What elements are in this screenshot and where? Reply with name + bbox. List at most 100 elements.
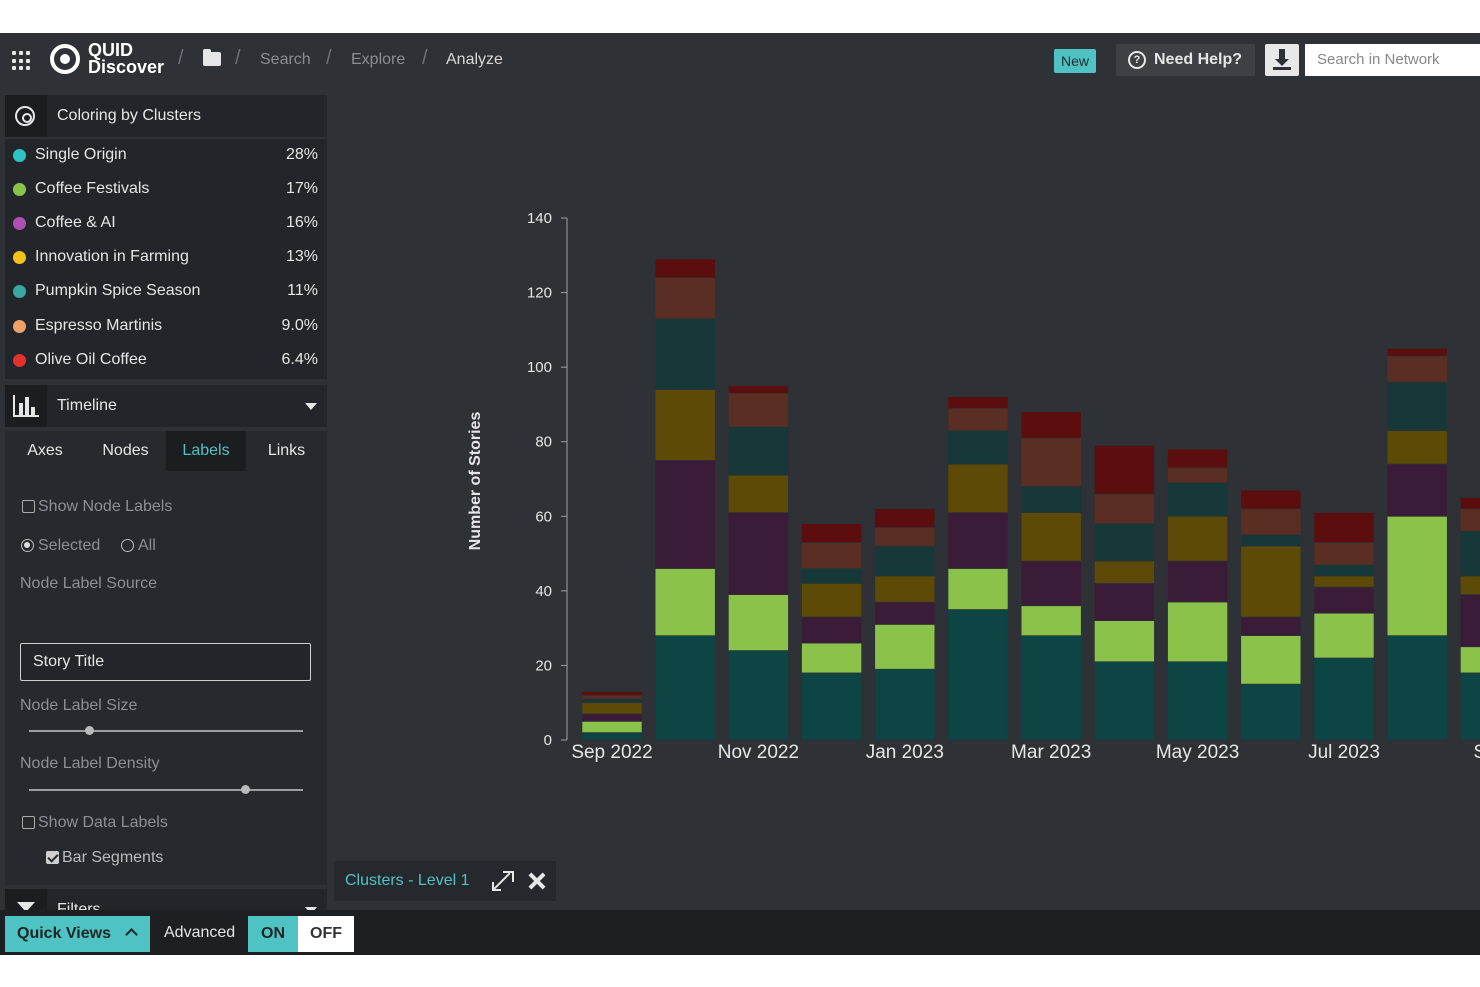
cluster-name: Single Origin (35, 146, 127, 163)
bar-segment (728, 474, 789, 513)
node-label-source-field[interactable]: Story Title (20, 643, 311, 681)
x-tick-label: Mar 2023 (1011, 742, 1091, 763)
bar-segment (874, 527, 936, 547)
quid-logo-icon (50, 44, 80, 74)
bar-segment (947, 396, 1009, 409)
bar-segment (654, 277, 716, 319)
bar-segment (801, 542, 862, 569)
bar-segment (1460, 672, 1480, 741)
x-tick-label: Sep (1473, 742, 1480, 763)
app-grid-icon[interactable] (12, 51, 32, 71)
cluster-percent: 16% (285, 214, 318, 231)
cluster-percent: 9.0% (281, 317, 318, 334)
legend-item[interactable]: Innovation in Farming 13% (5, 241, 327, 271)
y-tick-label: 140 (527, 210, 552, 227)
advanced-label: Advanced (164, 924, 236, 941)
node-label-source-label: Node Label Source (20, 575, 157, 592)
y-tick-label: 60 (535, 508, 552, 525)
bar-segment (1020, 605, 1082, 636)
y-tick-label: 20 (535, 657, 552, 674)
close-icon[interactable] (528, 872, 546, 890)
x-tick-label: Nov 2022 (718, 742, 799, 763)
cluster-name: Coffee & AI (35, 214, 116, 231)
advanced-off-toggle[interactable]: OFF (298, 916, 354, 952)
legend-item[interactable]: Olive Oil Coffee 6.4% (5, 344, 327, 374)
logo-text: QUID Discover (88, 41, 165, 77)
bar-segment (1020, 437, 1082, 487)
coloring-header[interactable]: Coloring by Clusters (5, 95, 327, 137)
app-window: QUID Discover / / Search / Explore / Ana… (0, 33, 1480, 955)
tab-axes[interactable]: Axes (27, 442, 63, 459)
bar-segment (947, 463, 1009, 513)
x-tick-label: May 2023 (1156, 742, 1239, 763)
cluster-level-label[interactable]: Clusters - Level 1 (345, 872, 470, 889)
bar-segment (654, 460, 716, 569)
tab-links[interactable]: Links (267, 442, 306, 459)
download-button[interactable] (1265, 44, 1299, 76)
folder-icon[interactable] (203, 49, 221, 66)
legend-item[interactable]: Espresso Martinis 9.0% (5, 310, 327, 340)
bar-segment (1167, 560, 1228, 603)
breadcrumb-search[interactable]: Search (260, 51, 311, 68)
bar-segment (728, 594, 789, 651)
need-help-button[interactable]: ? Need Help? (1116, 44, 1255, 76)
cluster-percent: 13% (285, 248, 318, 265)
y-tick-label: 0 (544, 732, 552, 749)
show-data-labels-checkbox[interactable] (22, 816, 35, 829)
expand-icon[interactable] (492, 871, 514, 891)
bar-segment (728, 512, 789, 595)
tab-labels[interactable]: Labels (166, 431, 246, 471)
tab-nodes[interactable]: Nodes (102, 442, 149, 459)
node-label-size-slider[interactable] (29, 730, 303, 732)
radio-selected[interactable] (21, 539, 34, 552)
bar-segment (728, 385, 789, 394)
download-icon (1273, 67, 1291, 70)
labels-panel: Show Node Labels Selected All Node Label… (5, 471, 327, 885)
show-node-labels-label: Show Node Labels (38, 498, 173, 515)
show-node-labels-checkbox[interactable] (22, 500, 35, 513)
breadcrumb-analyze[interactable]: Analyze (446, 51, 503, 68)
bar-segment (1094, 583, 1155, 621)
bar-segment (728, 650, 789, 741)
legend-item[interactable]: Coffee Festivals 17% (5, 173, 327, 203)
bar-segment (1460, 497, 1480, 510)
legend-item[interactable]: Coffee & AI 16% (5, 207, 327, 237)
search-input[interactable] (1305, 44, 1480, 76)
bar-segment (947, 430, 1009, 465)
bar-segment (1240, 545, 1302, 618)
cluster-color-dot (13, 183, 26, 196)
node-label-density-thumb[interactable] (241, 785, 251, 794)
bar-segment (1094, 523, 1155, 562)
bar-segment (1386, 430, 1448, 465)
advanced-on-toggle[interactable]: ON (248, 916, 298, 952)
bar-segment (581, 698, 643, 704)
bar-segment (581, 702, 643, 715)
cluster-color-dot (13, 149, 26, 162)
new-badge[interactable]: New (1054, 49, 1096, 73)
bar-segment (1020, 635, 1082, 741)
y-tick-label: 80 (535, 434, 552, 451)
bar-segment (1313, 512, 1375, 543)
breadcrumb-explore[interactable]: Explore (351, 51, 406, 68)
bar-segment (1313, 612, 1375, 659)
bar-segment (581, 691, 643, 696)
cluster-percent: 17% (285, 180, 318, 197)
bar-segment (1240, 616, 1302, 636)
legend-item[interactable]: Single Origin 28% (5, 139, 327, 169)
bar-segments-checkbox[interactable] (46, 851, 59, 864)
view-selector[interactable]: Timeline (5, 385, 327, 427)
need-help-label: Need Help? (1154, 51, 1243, 68)
radio-selected-label: Selected (38, 537, 101, 554)
radio-all[interactable] (121, 539, 134, 552)
legend-item[interactable]: Pumpkin Spice Season 11% (5, 275, 327, 305)
logo-line-2: Discover (88, 57, 165, 77)
coloring-title: Coloring by Clusters (57, 107, 202, 124)
bar-segment (1240, 489, 1302, 510)
bar-segment (1020, 512, 1082, 562)
node-label-density-slider[interactable] (29, 789, 303, 791)
bar-segment (581, 721, 643, 733)
cluster-name: Olive Oil Coffee (35, 351, 147, 368)
quick-views-button[interactable]: Quick Views (5, 916, 150, 952)
node-label-size-thumb[interactable] (85, 726, 95, 735)
view-title: Timeline (57, 397, 117, 414)
